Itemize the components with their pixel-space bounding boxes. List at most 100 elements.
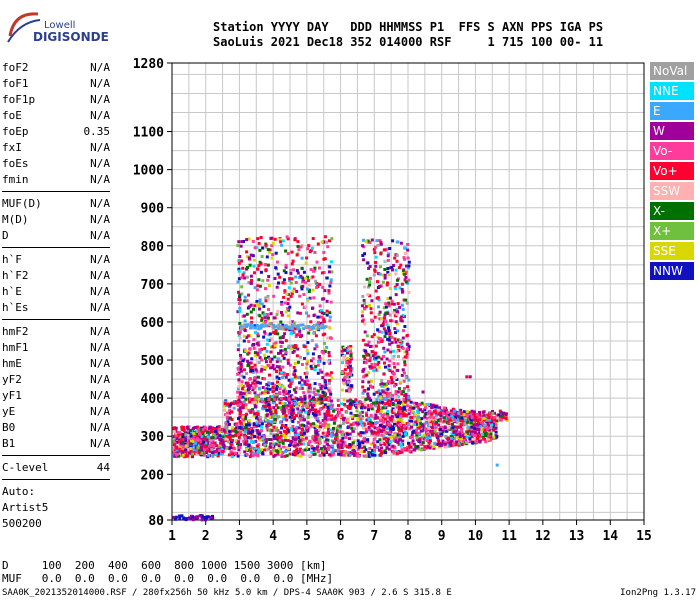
- echo-point: [388, 393, 392, 397]
- echo-point: [276, 429, 280, 433]
- echo-point: [386, 311, 390, 315]
- echo-point: [263, 399, 267, 403]
- echo-point: [348, 445, 352, 448]
- echo-point: [301, 323, 305, 327]
- echo-point: [291, 395, 295, 399]
- echo-point: [445, 411, 449, 415]
- echo-point: [293, 327, 297, 331]
- echo-point: [296, 420, 300, 424]
- echo-point: [292, 324, 296, 327]
- echo-point: [256, 353, 260, 357]
- echo-point: [213, 429, 217, 433]
- echo-point: [300, 423, 304, 427]
- echo-point: [429, 423, 432, 427]
- echo-point: [335, 429, 339, 433]
- echo-point: [487, 437, 490, 441]
- echo-point: [204, 426, 207, 430]
- echo-point: [313, 266, 317, 270]
- echo-point: [389, 440, 392, 444]
- echo-point: [328, 284, 332, 288]
- echo-point: [391, 428, 395, 431]
- echo-point: [389, 436, 393, 439]
- echo-point: [265, 397, 269, 401]
- param-name: MUF(D): [2, 197, 42, 210]
- echo-point: [267, 364, 271, 368]
- echo-point: [385, 395, 389, 399]
- echo-point: [277, 391, 281, 395]
- echo-point: [329, 455, 333, 459]
- echo-point: [238, 322, 242, 325]
- echo-point: [321, 451, 324, 455]
- param-name: B1: [2, 437, 16, 450]
- echo-point: [206, 441, 210, 445]
- echo-point: [399, 315, 403, 319]
- echo-point: [401, 368, 405, 372]
- echo-point: [386, 410, 390, 413]
- divider: [2, 455, 110, 456]
- echo-point: [263, 448, 267, 452]
- echo-point: [349, 399, 353, 403]
- echo-point: [368, 356, 372, 360]
- echo-point: [181, 435, 185, 439]
- echo-point: [371, 424, 375, 428]
- echo-point: [240, 276, 244, 280]
- echo-point: [252, 307, 255, 311]
- echo-point: [228, 437, 232, 441]
- echo-point: [390, 299, 394, 303]
- echo-point: [235, 401, 239, 405]
- echo-point: [316, 439, 320, 443]
- echo-point: [384, 397, 388, 401]
- echo-point: [244, 417, 248, 421]
- echo-point: [406, 423, 410, 427]
- echo-point: [447, 426, 451, 430]
- echo-point: [500, 414, 504, 418]
- echo-point: [362, 258, 366, 262]
- echo-point: [209, 516, 213, 520]
- echo-point: [390, 266, 394, 270]
- echo-point: [394, 268, 398, 272]
- echo-point: [404, 413, 408, 417]
- echo-point: [259, 392, 263, 396]
- echo-point: [272, 394, 276, 398]
- echo-point: [475, 415, 479, 419]
- echo-point: [238, 402, 242, 406]
- echo-point: [367, 285, 370, 289]
- echo-point: [488, 420, 492, 424]
- auto-text: Artist5: [2, 501, 49, 514]
- echo-point: [257, 397, 261, 401]
- echo-point: [343, 404, 347, 408]
- echo-point: [382, 394, 386, 398]
- echo-point: [298, 329, 302, 333]
- echo-point: [308, 454, 312, 458]
- param-row: yF2 N/A: [2, 372, 110, 388]
- echo-point: [296, 311, 300, 315]
- echo-point: [317, 437, 321, 441]
- echo-point: [200, 451, 204, 455]
- echo-point: [302, 408, 306, 412]
- echo-point: [390, 335, 394, 339]
- echo-point: [363, 389, 367, 392]
- echo-point: [281, 414, 285, 418]
- echo-point: [313, 387, 316, 391]
- echo-point: [299, 442, 303, 446]
- param-name: h`F2: [2, 269, 29, 282]
- echo-point: [340, 349, 344, 353]
- echo-point: [273, 277, 277, 280]
- echo-point: [250, 398, 254, 402]
- echo-point: [406, 256, 410, 260]
- echo-point: [412, 429, 416, 433]
- echo-point: [337, 452, 341, 456]
- echo-point: [359, 420, 363, 424]
- echo-point: [243, 414, 247, 418]
- echo-point: [396, 368, 400, 372]
- echo-point: [336, 440, 340, 444]
- echo-point: [366, 440, 370, 444]
- param-value: N/A: [90, 301, 110, 314]
- echo-point: [386, 270, 390, 274]
- echo-point: [342, 453, 346, 457]
- echo-point: [315, 286, 319, 289]
- echo-point: [303, 401, 307, 405]
- echo-point: [321, 431, 325, 435]
- echo-point: [459, 437, 463, 441]
- echo-point: [226, 411, 230, 415]
